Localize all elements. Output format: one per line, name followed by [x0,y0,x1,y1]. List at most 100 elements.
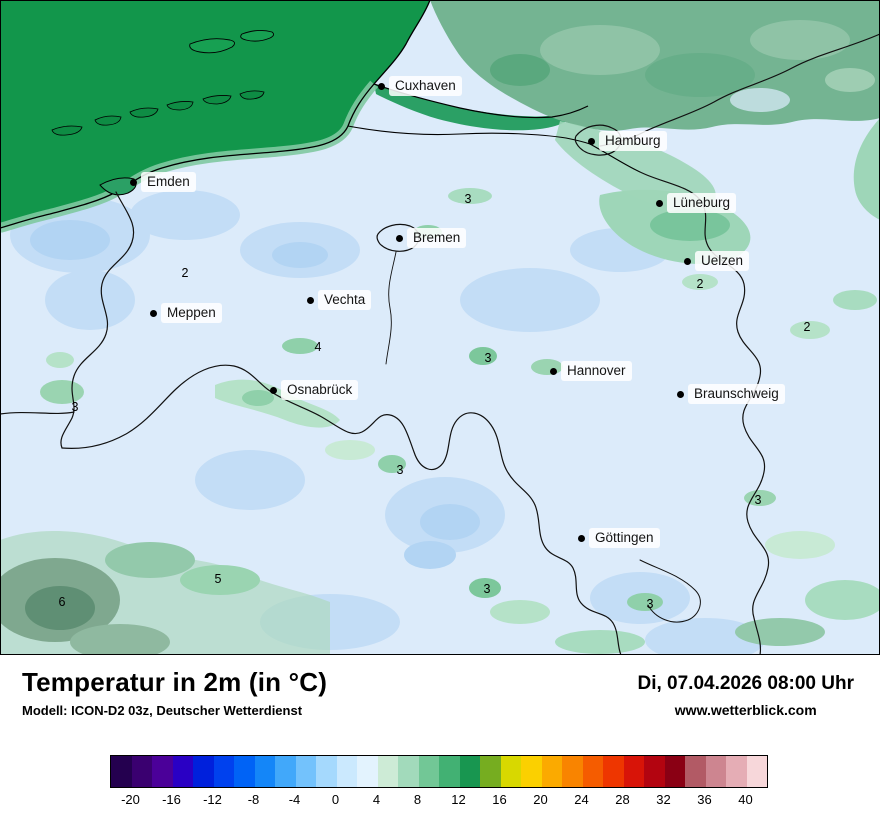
legend-tick-label: 24 [574,792,589,807]
city-dot [378,82,385,90]
temp-value: 3 [464,192,472,206]
legend-color-segment [275,756,296,787]
legend-ticks: -20 -16 -12 -8 -4 0 4 8 12 16 20 24 28 32 36 40 [110,792,768,810]
legend-tick-label: -20 [121,792,140,807]
legend-color-segment [685,756,706,787]
city-marker: Vechta [307,290,372,310]
city-marker: Uelzen [684,251,750,271]
legend-color-segment [582,756,603,787]
legend-color-segment [664,756,685,787]
city-dot [588,137,595,145]
city-marker: Lüneburg [656,193,737,213]
temp-value: 3 [71,400,79,414]
legend-tick-label: 0 [331,792,340,807]
city-dot [677,390,684,398]
legend-color-segment [234,756,255,787]
legend-color-segment [705,756,726,787]
temp-value: 3 [646,597,654,611]
temp-value: 3 [396,463,404,477]
legend-color-segment [541,756,562,787]
footer-header: Temperatur in 2m (in °C) Modell: ICON-D2… [0,655,880,718]
legend-color-segment [398,756,419,787]
city-marker: Hannover [550,361,632,381]
city-dot [396,234,403,242]
temp-value: 3 [484,351,492,365]
legend-color-segment [111,756,132,787]
datetime-block: Di, 07.04.2026 08:00 Uhr www.wetterblick… [637,667,854,718]
city-label: Cuxhaven [389,76,462,96]
temp-value: 3 [754,493,762,507]
legend-color-segment [439,756,460,787]
city-marker: Bremen [396,228,467,248]
legend-tick-label: 28 [615,792,630,807]
temp-value: 4 [314,340,322,354]
legend-tick-label: 4 [372,792,381,807]
city-dot [130,178,137,186]
city-label: Emden [141,172,196,192]
city-marker: Meppen [150,303,222,323]
city-label: Hamburg [599,131,667,151]
temp-value: 3 [483,582,491,596]
temp-value: 2 [181,266,189,280]
legend-tick-label: -16 [162,792,181,807]
legend-tick-label: 8 [413,792,422,807]
city-marker: Cuxhaven [378,76,462,96]
title-block: Temperatur in 2m (in °C) Modell: ICON-D2… [22,667,327,718]
temp-value: 2 [803,320,811,334]
legend-color-segment [726,756,747,787]
city-label: Bremen [407,228,467,248]
legend-color-segment [500,756,521,787]
legend-color-segment [377,756,398,787]
city-dot [550,367,557,375]
legend-color-segment [603,756,624,787]
temperature-legend: -20 -16 -12 -8 -4 0 4 8 12 16 20 24 28 32 36 40 [110,755,770,810]
legend-color-segment [459,756,480,787]
weather-map: 3 2 2 2 4 3 3 3 3 5 3 6 3 Cuxhaven Hamburg Emden Lünebu… [0,0,880,655]
city-dot [656,199,663,207]
legend-tick-label: 20 [533,792,548,807]
legend-color-segment [644,756,665,787]
model-info: Modell: ICON-D2 03z, Deutscher Wetterdie… [22,703,303,718]
legend-color-segment [254,756,275,787]
valid-datetime: Di, 07.04.2026 08:00 Uhr [637,673,854,694]
legend-color-segment [213,756,234,787]
city-marker: Göttingen [578,528,660,548]
map-title: Temperatur in 2m (in °C) [22,667,328,697]
legend-tick-label: -8 [247,792,260,807]
website-url: www.wetterblick.com [674,702,817,718]
city-marker: Braunschweig [677,384,785,404]
legend-tick-label: 40 [738,792,753,807]
legend-color-segment [336,756,357,787]
temp-value-labels: 3 2 2 2 4 3 3 3 3 5 3 6 3 [59,192,811,611]
city-label: Uelzen [695,251,750,271]
city-marker: Osnabrück [270,380,359,400]
legend-color-segment [316,756,337,787]
legend-color-segment [357,756,378,787]
legend-color-segment [193,756,214,787]
city-label: Lüneburg [667,193,737,213]
legend-tick-label: -4 [288,792,301,807]
temp-value: 5 [214,572,222,586]
city-dot [307,296,314,304]
legend-tick-label: 32 [656,792,671,807]
legend-tick-label: 12 [451,792,466,807]
legend-color-segment [562,756,583,787]
legend-color-segment [295,756,316,787]
city-marker: Hamburg [588,131,667,151]
city-label: Göttingen [589,528,660,548]
info-panel: Temperatur in 2m (in °C) Modell: ICON-D2… [0,655,880,829]
legend-color-segment [172,756,193,787]
legend-tick-label: -12 [203,792,222,807]
legend-colorbar [110,755,768,788]
temp-value: 2 [696,277,704,291]
city-label: Meppen [161,303,222,323]
city-label: Osnabrück [281,380,359,400]
city-label: Braunschweig [688,384,785,404]
city-dot [150,309,157,317]
legend-color-segment [418,756,439,787]
legend-tick-label: 16 [492,792,507,807]
legend-color-segment [521,756,542,787]
city-dot [578,534,585,542]
city-markers: Cuxhaven Hamburg Emden Lüneburg Bremen Uelzen… [130,76,785,548]
legend-tick-label: 36 [697,792,712,807]
